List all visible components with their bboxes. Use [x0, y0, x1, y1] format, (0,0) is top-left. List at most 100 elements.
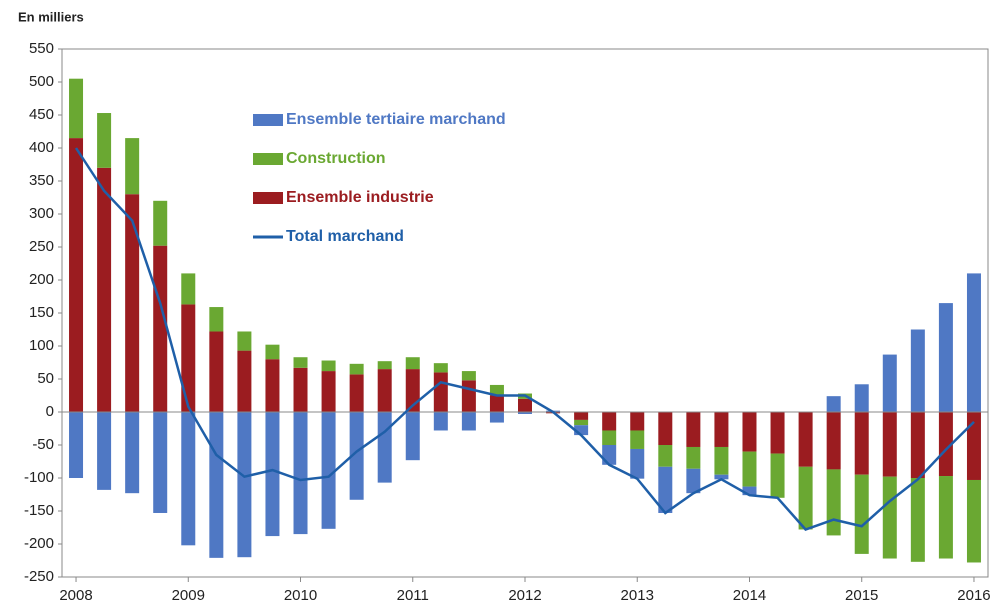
bar	[602, 445, 617, 465]
bar	[854, 384, 869, 412]
x-tick-label: 2010	[284, 587, 317, 604]
y-tick-label: -200	[24, 535, 54, 552]
x-tick-label: 2015	[845, 587, 878, 604]
bar	[938, 412, 953, 477]
y-tick-label: 550	[29, 40, 54, 57]
plot-area	[61, 48, 989, 578]
bar	[321, 371, 336, 412]
bar	[798, 466, 813, 530]
bar	[293, 357, 308, 368]
bar	[602, 430, 617, 445]
x-tick-label: 2012	[508, 587, 541, 604]
bar	[433, 363, 448, 373]
bar	[630, 448, 645, 479]
bar	[153, 412, 168, 513]
bar	[714, 412, 729, 447]
bar	[518, 412, 532, 414]
bar	[574, 419, 589, 426]
bar	[265, 344, 280, 360]
bar	[433, 412, 448, 431]
y-tick-label: 350	[29, 172, 54, 189]
y-tick-label: 400	[29, 139, 54, 156]
bar	[377, 412, 392, 483]
bar	[209, 412, 224, 558]
bar	[966, 273, 981, 412]
y-tick-label: 500	[29, 73, 54, 90]
bar	[966, 479, 981, 563]
bar	[658, 466, 673, 513]
bar	[518, 398, 532, 412]
y-tick-label: 200	[29, 271, 54, 288]
y-tick-label: 300	[29, 205, 54, 222]
bar	[97, 113, 112, 168]
bar	[826, 412, 841, 470]
bar	[966, 412, 981, 480]
bar	[265, 412, 280, 537]
bar	[237, 331, 252, 351]
bar	[938, 476, 953, 559]
y-tick-label: -150	[24, 502, 54, 519]
bar	[602, 412, 617, 431]
x-tick-label: 2011	[397, 587, 429, 604]
bar	[489, 412, 504, 423]
y-tick-label: 450	[29, 106, 54, 123]
bar	[265, 359, 280, 412]
bar	[181, 412, 196, 546]
bar	[770, 412, 785, 454]
y-tick-label: -100	[24, 469, 54, 486]
bar	[461, 412, 476, 431]
bar	[293, 367, 308, 412]
bar	[574, 412, 589, 420]
y-tick-label: 50	[37, 370, 54, 387]
x-tick-label: 2013	[621, 587, 654, 604]
bar	[630, 412, 645, 431]
bar	[798, 412, 813, 467]
bar	[153, 200, 168, 246]
bar	[181, 304, 196, 412]
bar	[209, 331, 224, 412]
bar	[854, 412, 869, 475]
bar	[349, 363, 364, 375]
x-tick-label: 2008	[59, 587, 92, 604]
bar	[882, 354, 897, 412]
bar	[209, 307, 224, 332]
y-tick-label: -50	[32, 436, 54, 453]
bar	[686, 468, 701, 494]
bar	[321, 412, 336, 529]
bar	[742, 486, 757, 496]
bar	[181, 273, 196, 305]
bar	[826, 469, 841, 536]
bar	[69, 138, 84, 412]
bar	[377, 369, 392, 412]
bar	[826, 396, 841, 412]
bar	[742, 412, 757, 452]
bar	[461, 371, 476, 381]
legend-label: Construction	[286, 150, 386, 167]
bar	[714, 446, 729, 475]
bar	[321, 360, 336, 372]
y-axis-label: En milliers	[18, 9, 84, 24]
bar	[349, 412, 364, 500]
x-tick-label: 2016	[957, 587, 990, 604]
bar	[882, 476, 897, 559]
bar	[910, 478, 925, 562]
bar	[97, 412, 112, 490]
bar	[405, 357, 420, 370]
bar	[97, 167, 112, 412]
bar	[461, 380, 476, 412]
bar	[686, 412, 701, 447]
bar	[349, 374, 364, 412]
bar	[658, 412, 673, 445]
bar	[237, 350, 252, 412]
x-tick-label: 2014	[733, 587, 766, 604]
line	[74, 147, 975, 531]
bar	[237, 412, 252, 558]
legend-label: Ensemble industrie	[286, 189, 434, 206]
bar	[938, 303, 953, 412]
bar	[630, 430, 645, 449]
y-tick-label: 100	[29, 337, 54, 354]
bar	[742, 451, 757, 487]
legend-label: Ensemble tertiaire marchand	[286, 111, 506, 128]
bar	[854, 474, 869, 554]
